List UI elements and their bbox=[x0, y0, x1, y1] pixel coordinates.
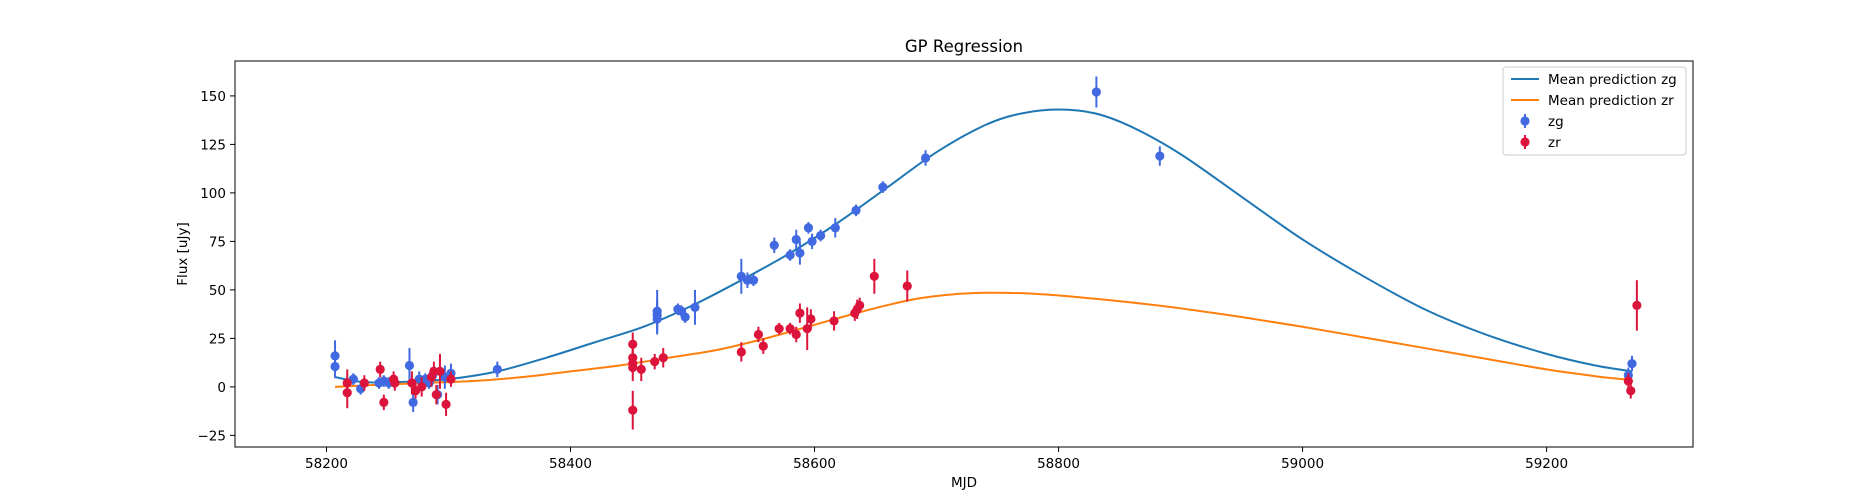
data-point-zr bbox=[1632, 300, 1642, 311]
data-point-zr bbox=[753, 329, 764, 340]
data-point-zg bbox=[816, 230, 826, 241]
legend-marker bbox=[1520, 116, 1530, 126]
data-point-zg bbox=[785, 250, 795, 260]
x-tick-label: 58600 bbox=[793, 456, 836, 472]
data-point-zg bbox=[652, 314, 662, 324]
data-point-zg bbox=[680, 312, 690, 322]
data-point-zr bbox=[431, 390, 441, 400]
y-tick-label: 25 bbox=[209, 331, 226, 347]
data-point-zr bbox=[359, 378, 369, 388]
axes-frame bbox=[234, 60, 1694, 448]
data-point-zg bbox=[769, 240, 779, 250]
data-point-zr bbox=[417, 382, 427, 392]
legend-box bbox=[1502, 66, 1687, 156]
data-point-zr bbox=[375, 364, 385, 375]
data-point-zg bbox=[492, 364, 502, 375]
data-point-zg bbox=[791, 234, 801, 245]
data-point-zr bbox=[390, 378, 400, 388]
legend-label: Mean prediction zg bbox=[1548, 72, 1677, 88]
y-tick-label: 100 bbox=[200, 186, 226, 202]
legend-label: Mean prediction zr bbox=[1548, 93, 1674, 109]
legend-label: zr bbox=[1548, 135, 1561, 151]
data-point-zr bbox=[869, 271, 879, 281]
data-point-zg bbox=[748, 275, 759, 285]
data-point-zg bbox=[803, 223, 814, 233]
data-point-zr bbox=[806, 314, 816, 324]
x-tick-label: 58400 bbox=[549, 456, 592, 472]
data-point-zr bbox=[774, 324, 784, 334]
data-point-zr bbox=[628, 362, 638, 373]
data-point-zg bbox=[878, 182, 888, 192]
data-point-zr bbox=[829, 316, 839, 326]
data-point-zr bbox=[435, 366, 445, 376]
chart-title: GP Regression bbox=[905, 37, 1023, 56]
data-point-zr bbox=[628, 405, 638, 415]
x-tick-label: 59200 bbox=[1525, 456, 1568, 472]
x-tick-label: 59000 bbox=[1281, 456, 1324, 472]
data-point-zr bbox=[379, 397, 389, 407]
x-tick-label: 58200 bbox=[305, 456, 348, 472]
data-point-zr bbox=[736, 347, 746, 357]
plot-area bbox=[330, 76, 1642, 430]
data-point-zg bbox=[404, 360, 415, 371]
data-point-zr bbox=[658, 353, 668, 363]
data-point-zg bbox=[920, 153, 931, 163]
data-point-zr bbox=[902, 281, 912, 291]
y-tick-label: −25 bbox=[198, 428, 227, 444]
legend-marker bbox=[1520, 137, 1530, 147]
x-axis: 58200 58400 58600 58800 59000 59200 bbox=[305, 447, 1568, 472]
data-point-zg bbox=[851, 205, 861, 215]
x-axis-label: MJD bbox=[951, 475, 977, 491]
data-point-zr bbox=[855, 300, 865, 311]
data-point-zr bbox=[758, 341, 768, 351]
data-point-zr bbox=[446, 374, 456, 384]
y-tick-label: 150 bbox=[200, 89, 226, 105]
data-point-zr bbox=[441, 399, 451, 409]
data-point-zg bbox=[330, 361, 340, 372]
y-axis-label: Flux [uJy] bbox=[175, 222, 191, 285]
data-point-zr bbox=[636, 364, 646, 375]
series-lines bbox=[334, 108, 1633, 388]
x-tick-label: 58800 bbox=[1037, 456, 1080, 472]
data-point-zr bbox=[1626, 386, 1636, 396]
data-point-zr bbox=[407, 378, 417, 388]
line-mean-prediction-zg bbox=[334, 108, 1633, 384]
y-axis: −25 0 25 50 75 100 125 150 bbox=[198, 89, 235, 444]
series-points bbox=[330, 76, 1642, 430]
data-point-zr bbox=[785, 324, 795, 334]
data-point-zr bbox=[795, 308, 805, 318]
data-point-zr bbox=[342, 388, 352, 398]
data-point-zr bbox=[650, 357, 660, 367]
data-point-zr bbox=[628, 339, 638, 349]
data-point-zg bbox=[830, 223, 840, 233]
series-zr bbox=[342, 258, 1642, 430]
y-tick-label: 125 bbox=[200, 137, 226, 153]
data-point-zg bbox=[408, 397, 418, 407]
legend: Mean prediction zg Mean prediction zr zg zr bbox=[1502, 66, 1687, 156]
data-point-zg bbox=[807, 236, 817, 246]
data-point-zg bbox=[795, 248, 805, 258]
data-point-zg bbox=[1155, 151, 1165, 161]
y-tick-label: 75 bbox=[209, 234, 226, 250]
data-point-zg bbox=[1091, 87, 1101, 97]
y-tick-label: 50 bbox=[209, 283, 226, 299]
y-tick-label: 0 bbox=[217, 380, 226, 396]
data-point-zg bbox=[1627, 358, 1637, 369]
line-mean-prediction-zr bbox=[334, 291, 1633, 388]
legend-label: zg bbox=[1548, 114, 1564, 130]
data-point-zg bbox=[690, 302, 700, 312]
data-point-zr bbox=[802, 324, 812, 334]
data-point-zr bbox=[791, 329, 801, 340]
